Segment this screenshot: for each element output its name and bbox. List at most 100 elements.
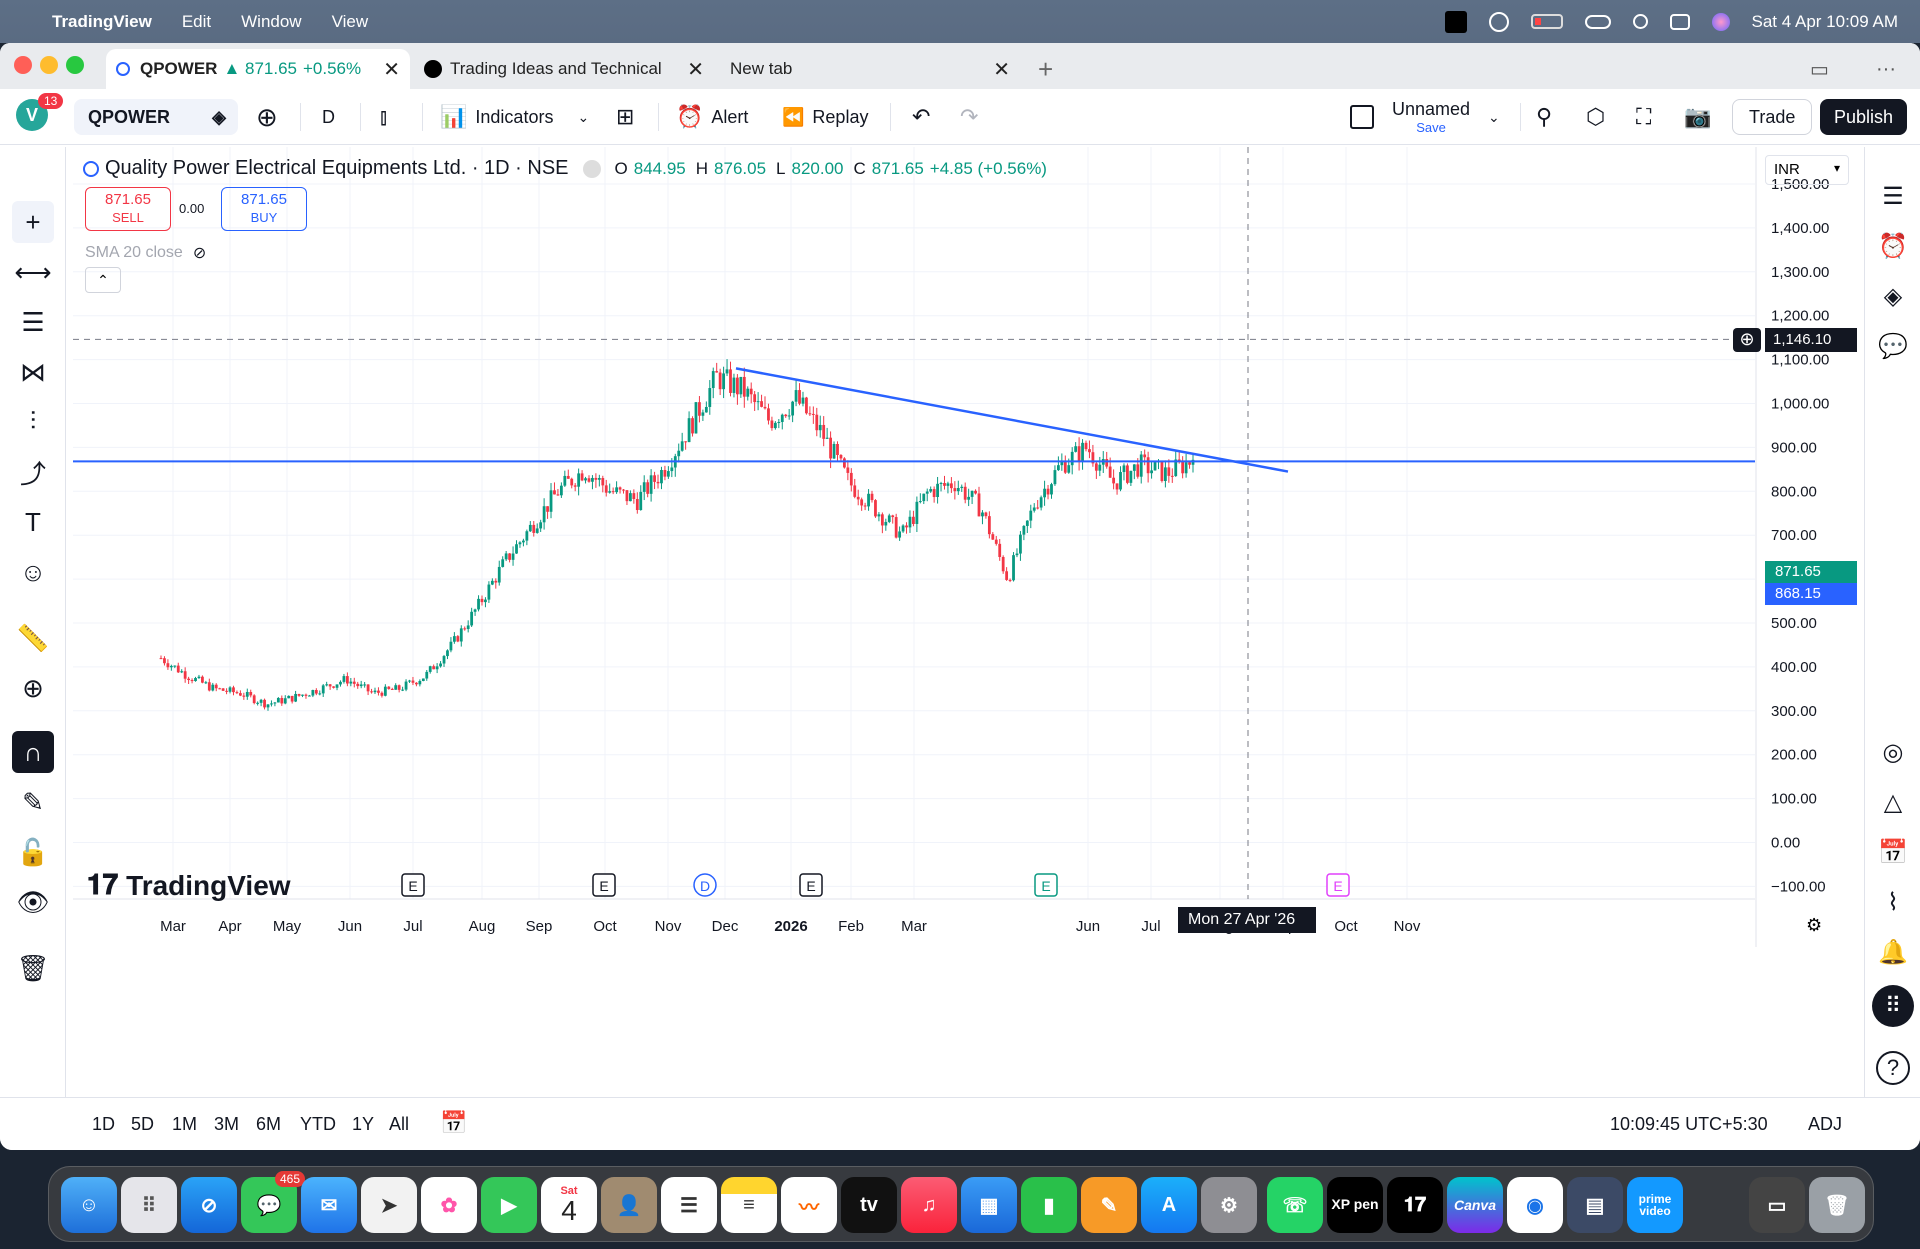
symbol-search-button[interactable]: QPOWER ◈ xyxy=(74,99,238,135)
contacts-icon[interactable]: 👤 xyxy=(601,1177,657,1233)
numbers-icon[interactable]: ▮ xyxy=(1021,1177,1077,1233)
battery-icon[interactable] xyxy=(1530,14,1563,29)
maps-icon[interactable]: ➤ xyxy=(361,1177,417,1233)
chart-pane[interactable]: 1,500.00 1,400.00 1,300.00 1,200.00 1,100.00… xyxy=(73,147,1857,1097)
legend-title[interactable]: Quality Power Electrical Equipments Ltd.… xyxy=(105,157,569,179)
mail-icon[interactable]: ✉ xyxy=(301,1177,357,1233)
range-1m[interactable]: 1M xyxy=(172,1114,198,1134)
zoom-window-button[interactable] xyxy=(66,56,84,74)
tab-trading-ideas[interactable]: Trading Ideas and Technical ✕ xyxy=(414,49,714,89)
zoom-in-icon[interactable]: ⊕ xyxy=(22,672,44,703)
chat-icon[interactable]: 💬 xyxy=(1878,332,1908,360)
calendar-icon[interactable]: 📅 xyxy=(1878,838,1908,866)
collapse-legend-chevron-icon[interactable]: ⌃ xyxy=(85,267,121,293)
indicators-button[interactable]: 📊 Indicators ⌄ xyxy=(440,99,589,135)
finder-icon[interactable]: ☺ xyxy=(61,1177,117,1233)
close-window-button[interactable] xyxy=(14,56,32,74)
sidebar-toggle-icon[interactable]: ▭ xyxy=(1810,58,1829,81)
emoji-icon[interactable]: ☺ xyxy=(19,556,47,587)
close-tab-icon[interactable]: ✕ xyxy=(383,58,400,81)
brush-tool-icon[interactable]: ⤴ xyxy=(19,458,46,489)
trade-button[interactable]: Trade xyxy=(1732,99,1813,135)
magnet-icon[interactable]: ∩ xyxy=(12,731,54,773)
photos-icon[interactable]: ✿ xyxy=(421,1177,477,1233)
lock-drawings-pencil-icon[interactable]: ✎ xyxy=(22,786,44,817)
menubar-window[interactable]: Window xyxy=(241,11,302,31)
reminders-icon[interactable]: ☰ xyxy=(661,1177,717,1233)
target-icon[interactable]: ◎ xyxy=(1882,738,1904,766)
tab-qpower[interactable]: QPOWER ▲ 871.65 +0.56% ✕ xyxy=(106,49,410,89)
more-options-icon[interactable]: ··· xyxy=(1876,57,1896,80)
freeform-icon[interactable]: 〰 xyxy=(781,1177,837,1233)
new-tab-plus-icon[interactable]: + xyxy=(1038,53,1054,84)
menubar-datetime[interactable]: Sat 4 Apr 10:09 AM xyxy=(1751,11,1898,31)
watchlist-icon[interactable]: ☰ xyxy=(1882,182,1904,210)
lock-icon[interactable]: 🔓 xyxy=(16,836,50,867)
menubar-edit[interactable]: Edit xyxy=(181,11,212,31)
trash-icon[interactable]: 🗑 xyxy=(16,952,50,983)
downloads-stack-icon[interactable]: ▭ xyxy=(1749,1177,1805,1233)
canva-icon[interactable]: Canva xyxy=(1447,1177,1503,1233)
keynote-icon[interactable]: ▦ xyxy=(961,1177,1017,1233)
launchpad-icon[interactable]: ⠿ xyxy=(121,1177,177,1233)
xppen-app-icon[interactable]: XP pen xyxy=(1327,1177,1383,1233)
layout-name-button[interactable]: Unnamed Save ⌄ xyxy=(1350,99,1500,135)
diamond-icon[interactable]: ◈ xyxy=(212,106,226,127)
buy-button[interactable]: 871.65 BUY xyxy=(221,187,307,231)
range-3m[interactable]: 3M xyxy=(214,1114,240,1134)
pattern-tool-icon[interactable]: ⋈ xyxy=(20,356,46,387)
eye-hidden-icon[interactable]: ⊘ xyxy=(192,245,207,262)
eye-icon[interactable]: 👁 xyxy=(16,886,50,917)
price-chart[interactable]: 1,500.001,400.001,300.001,200.001,100.00… xyxy=(73,147,1856,1097)
xppen-status-icon[interactable] xyxy=(1444,10,1467,33)
notifications-bell-icon[interactable]: 🔔 xyxy=(1878,938,1908,966)
user-avatar[interactable]: V 13 xyxy=(16,93,64,133)
chrome-icon[interactable]: ◉ xyxy=(1507,1177,1563,1233)
add-alert-plus-icon[interactable]: ⊕ xyxy=(1733,328,1761,352)
control-center-icon[interactable] xyxy=(1669,13,1690,30)
range-1d[interactable]: 1D xyxy=(92,1114,116,1134)
whatsapp-icon[interactable]: ☏ xyxy=(1267,1177,1323,1233)
compare-add-icon[interactable]: ⊕ xyxy=(256,101,278,132)
apple-tv-icon[interactable]: tv xyxy=(841,1177,897,1233)
alerts-clock-icon[interactable]: ⏰ xyxy=(1878,232,1908,260)
candlestick-type-icon[interactable]: ⫾ xyxy=(380,104,388,129)
go-to-date-calendar-icon[interactable]: 📅 xyxy=(440,1110,468,1135)
quick-search-icon[interactable]: ⚲ xyxy=(1536,104,1553,129)
system-settings-icon[interactable]: ⚙ xyxy=(1201,1177,1257,1233)
calendar-app-icon[interactable]: Sat 4 xyxy=(541,1177,597,1233)
currency-select[interactable]: INR ▾ xyxy=(1765,155,1849,185)
tradingview-app-icon[interactable]: 𝟏𝟕 xyxy=(1387,1177,1443,1233)
fib-retracement-icon[interactable]: ☰ xyxy=(21,306,45,337)
close-tab-icon[interactable]: ✕ xyxy=(687,58,704,81)
ruler-icon[interactable]: 📏 xyxy=(16,622,50,653)
siri-icon[interactable] xyxy=(1711,12,1730,31)
forecasting-tool-icon[interactable]: ⫶ xyxy=(29,406,37,436)
replay-button[interactable]: ⏪ Replay xyxy=(782,99,868,135)
music-icon[interactable]: ♫ xyxy=(901,1177,957,1233)
publish-button[interactable]: Publish xyxy=(1820,99,1908,135)
range-5d[interactable]: 5D xyxy=(131,1114,155,1134)
crosshair-icon[interactable]: + xyxy=(12,201,54,243)
ideas-icon[interactable]: △ xyxy=(1883,788,1903,816)
trash-dock-icon[interactable]: 🗑 xyxy=(1809,1177,1865,1233)
time-axis-settings-icon[interactable]: ⚙ xyxy=(1806,915,1823,935)
link-status-icon[interactable] xyxy=(1584,14,1611,29)
range-6m[interactable]: 6M xyxy=(256,1114,282,1134)
alert-button[interactable]: ⏰ Alert xyxy=(676,99,748,135)
interval-button[interactable]: D xyxy=(322,106,335,127)
minimize-window-button[interactable] xyxy=(40,56,58,74)
safari-icon[interactable]: ⊘ xyxy=(181,1177,237,1233)
apps-grid-icon[interactable]: ⠿ xyxy=(1872,985,1914,1027)
menubar-view[interactable]: View xyxy=(331,11,369,31)
text-tool-icon[interactable]: T xyxy=(25,506,41,537)
spotlight-search-icon[interactable] xyxy=(1632,14,1648,29)
camera-snapshot-icon[interactable]: 📷 xyxy=(1684,104,1712,129)
adjust-dividends-toggle[interactable]: ADJ xyxy=(1808,1114,1843,1134)
trend-line-tool-icon[interactable]: ⟷ xyxy=(14,256,52,287)
range-1y[interactable]: 1Y xyxy=(352,1114,375,1134)
redo-icon[interactable]: ↷ xyxy=(960,104,979,129)
layouts-grid-icon[interactable]: ⊞ xyxy=(616,104,635,129)
range-ytd[interactable]: YTD xyxy=(300,1114,336,1134)
range-all[interactable]: All xyxy=(389,1114,410,1134)
